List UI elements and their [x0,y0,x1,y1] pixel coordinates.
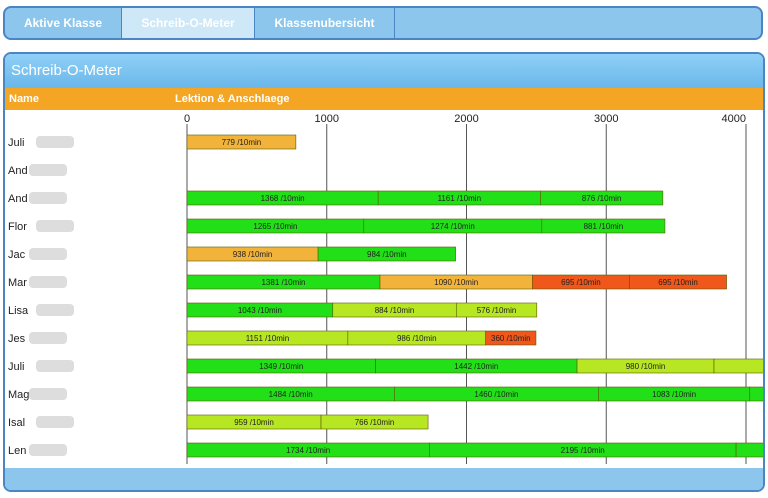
bar-segment-label: 876 /10min [582,194,622,203]
bar-segment-label: 986 /10min [397,334,437,343]
bar-segment-label: 884 /10min [375,306,415,315]
bar-segment-label: 1043 /10min [238,306,282,315]
blurred-name [36,360,74,372]
bar-segment-label: 1349 /10min [259,362,303,371]
blurred-name [29,444,67,456]
bar-segment-label: 766 /10min [355,418,395,427]
tick-label-3000: 3000 [594,113,618,125]
bar-segment-label: 1090 /10min [434,278,478,287]
student-name: And [8,165,28,177]
tick-label-2000: 2000 [454,113,478,125]
tab-klassenubersicht[interactable]: Klassenubersicht [255,8,395,38]
bar-segment-label: 1083 /10min [652,390,696,399]
bar-segment-label: 1460 /10min [474,390,518,399]
bar-segment [485,330,537,346]
header-name: Name [9,93,39,105]
student-name: Lisa [8,305,29,317]
student-name: Jac [8,249,26,261]
bar-segment-label: 695 /10min [561,278,601,287]
blurred-name [36,416,74,428]
bar-segment-label: 360 /10min [491,334,531,343]
student-name: Jes [8,333,26,345]
bar-segment-label: 1265 /10min [253,222,297,231]
bar-segment-label: 881 /10min [584,222,624,231]
bar-segment-label: 1274 /10min [431,222,475,231]
bar-segment-label: 1442 /10min [454,362,498,371]
student-name: Mag [8,389,29,401]
bar-segment [455,302,538,318]
blurred-name [29,164,67,176]
bar-segment [540,190,664,206]
student-name: Juli [8,361,25,373]
bar-segment-label: 1381 /10min [261,278,305,287]
tab-schreib-o-meter[interactable]: Schreib-O-Meter [122,8,255,38]
blurred-name [36,136,74,148]
blurred-name [29,192,67,204]
tick-label-0: 0 [184,113,190,125]
student-name: Len [8,445,26,457]
blurred-name [29,276,67,288]
tab-bar: Aktive Klasse Schreib-O-Meter Klassenube… [3,6,763,40]
column-header-row: Name Lektion & Anschlaege [5,88,763,110]
header-lektion: Lektion & Anschlaege [175,93,290,105]
student-name: Juli [8,137,25,149]
bar-segment-label: 984 /10min [367,250,407,259]
bar-segment-label: 576 /10min [477,306,517,315]
bar-segment-label: 1734 /10min [286,446,330,455]
bar-segment [749,386,763,402]
bar-segment [541,218,666,234]
bar-segment [186,134,297,150]
student-name: Mar [8,277,27,289]
student-name: And [8,193,28,205]
panel-title: Schreib-O-Meter [5,54,763,88]
bar-segment-label: 695 /10min [658,278,698,287]
bar-segment-label: 938 /10min [233,250,273,259]
bar-segment-label: 959 /10min [234,418,274,427]
panel-footer [5,468,763,490]
bar-segment-label: 779 /10min [222,138,262,147]
blurred-name [29,248,67,260]
blurred-name [29,388,67,400]
bar-segment [320,414,429,430]
bar-segment-label: 1368 /10min [261,194,305,203]
bar-segment-label: 2195 /10min [561,446,605,455]
bar-segment [735,442,763,458]
bar-segment-label: 980 /10min [626,362,666,371]
typing-chart: 0 1000 2000 3000 4000 Juli 779 /10min And And 136… [8,113,763,464]
tab-aktive-klasse[interactable]: Aktive Klasse [5,8,122,38]
blurred-name [29,332,67,344]
bar-segment-label: 1484 /10min [269,390,313,399]
blurred-name [36,220,74,232]
bar-segment-label: 1151 /10min [246,334,289,343]
bar-segment [713,358,763,374]
bar-segment-label: 1161 /10min [438,194,481,203]
tick-label-4000: 4000 [722,113,746,125]
student-name: Flor [8,221,27,233]
blurred-name [36,304,74,316]
bar-segment [629,274,727,290]
bar-segment [317,246,456,262]
schreib-o-meter-panel: Schreib-O-Meter Name Lektion & Anschlaeg… [3,52,765,492]
tick-label-1000: 1000 [315,113,339,125]
student-name: Isal [8,417,25,429]
